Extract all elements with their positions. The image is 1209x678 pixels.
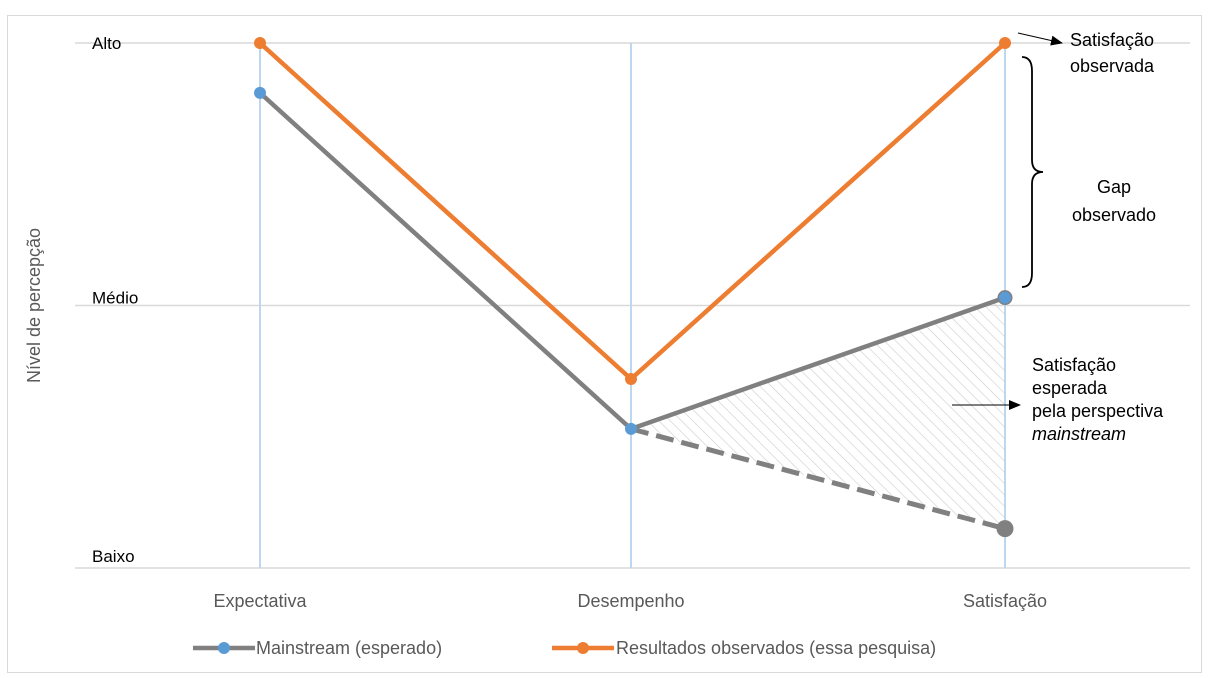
series-point-1 <box>999 37 1011 49</box>
series-point-1 <box>625 373 637 385</box>
annotation-expected-text: pela perspectiva <box>1032 401 1164 421</box>
series-point-0 <box>625 422 637 435</box>
annotations: Satisfação observada Gap observado Satisfaçã… <box>952 30 1164 444</box>
y-tick-label: Alto <box>92 34 121 53</box>
annotation-observed-text: observada <box>1070 56 1155 76</box>
series-line-1 <box>258 41 1007 382</box>
y-axis-title: Nível de percepção <box>24 228 44 383</box>
hatched-area <box>631 297 1005 529</box>
gap-brace <box>1021 56 1044 288</box>
observed-arrow <box>1017 32 1063 46</box>
annotation-gap-text: observado <box>1072 205 1156 225</box>
series-point-0 <box>254 86 266 99</box>
annotation-expected-text: mainstream <box>1032 424 1126 444</box>
annotation-expected-text: Satisfação <box>1032 355 1116 375</box>
series-point-1 <box>254 37 266 49</box>
series-point-0 <box>999 291 1011 304</box>
legend-marker-1 <box>577 642 589 654</box>
annotation-expected-text: esperada <box>1032 378 1108 398</box>
chart-frame <box>7 15 1202 673</box>
axis-labels: Baixo Médio Alto Expectativa Desempenho Satis… <box>24 34 1047 611</box>
legend-label-1: Resultados observados (essa pesquisa) <box>616 638 936 658</box>
annotation-observed-text: Satisfação <box>1070 30 1154 50</box>
annotation-gap-text: Gap <box>1097 177 1131 197</box>
legend-label-0: Mainstream (esperado) <box>256 638 442 658</box>
expected-satisfaction-area <box>631 297 1005 529</box>
x-tick-label: Satisfação <box>963 591 1047 611</box>
grid <box>75 42 1190 569</box>
legend: Mainstream (esperado) Resultados observad… <box>193 638 936 658</box>
projection-point-low <box>996 520 1014 538</box>
x-tick-label: Desempenho <box>577 591 684 611</box>
y-tick-label: Baixo <box>92 547 135 566</box>
legend-marker-0 <box>218 642 230 654</box>
projection-line-low <box>630 426 1006 532</box>
y-tick-label: Médio <box>92 289 138 308</box>
x-tick-label: Expectativa <box>213 591 307 611</box>
series-markers <box>254 37 1014 538</box>
